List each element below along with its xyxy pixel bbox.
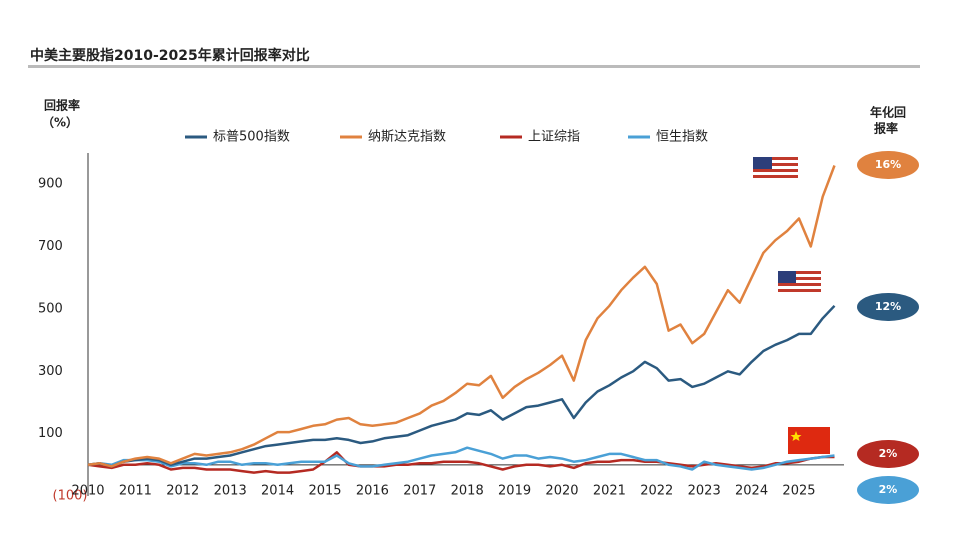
x-tick-label: 2017: [403, 484, 436, 499]
x-tick-label: 2019: [498, 484, 531, 499]
annual-return-title: 报率: [874, 121, 898, 136]
x-tick-label: 2016: [356, 484, 389, 499]
x-tick-label: 2010: [71, 484, 104, 499]
series-line: [87, 304, 836, 468]
us-flag: [753, 157, 798, 179]
y-tick-label: 900: [38, 177, 63, 192]
chart-title: 中美主要股指2010-2025年累计回报率对比: [30, 47, 310, 64]
y-axis-title: （%）: [42, 115, 78, 130]
annual-return-bubble: [857, 476, 919, 504]
x-tick-label: 2011: [119, 484, 152, 499]
china-flag: [788, 427, 830, 454]
annual-return-label: 16%: [875, 158, 901, 171]
x-tick-label: 2014: [261, 484, 294, 499]
x-tick-label: 2013: [214, 484, 247, 499]
title-rule: [28, 65, 920, 68]
x-tick-label: 2012: [166, 484, 199, 499]
series-line: [87, 165, 836, 468]
y-tick-label: 500: [38, 301, 63, 316]
x-tick-label: 2020: [545, 484, 578, 499]
legend-label: 纳斯达克指数: [368, 130, 446, 145]
annual-return-label: 2%: [879, 447, 898, 460]
x-tick-label: 2025: [782, 484, 815, 499]
x-tick-label: 2022: [640, 484, 673, 499]
y-axis-title: 回报率: [44, 98, 80, 113]
annual-return-bubble: [857, 151, 919, 179]
annual-return-label: 2%: [879, 483, 898, 496]
y-tick-label: 700: [38, 239, 63, 254]
legend-label: 上证综指: [528, 130, 580, 145]
annual-return-bubble: [857, 293, 919, 321]
series-line: [87, 446, 835, 471]
x-tick-label: 2015: [308, 484, 341, 499]
legend-label: 恒生指数: [656, 130, 708, 145]
y-tick-label: 100: [38, 426, 63, 441]
annual-return-label: 12%: [875, 300, 901, 313]
x-tick-label: 2024: [735, 484, 768, 499]
y-tick-label: 300: [38, 364, 63, 379]
annual-return-title: 年化回: [870, 105, 906, 120]
x-tick-label: 2021: [593, 484, 626, 499]
legend-label: 标普500指数: [213, 130, 290, 145]
annual-return-bubble: [857, 440, 919, 468]
y-tick-label: (100): [53, 489, 88, 504]
x-tick-label: 2018: [451, 484, 484, 499]
us-flag: [778, 271, 821, 293]
x-tick-label: 2023: [688, 484, 721, 499]
